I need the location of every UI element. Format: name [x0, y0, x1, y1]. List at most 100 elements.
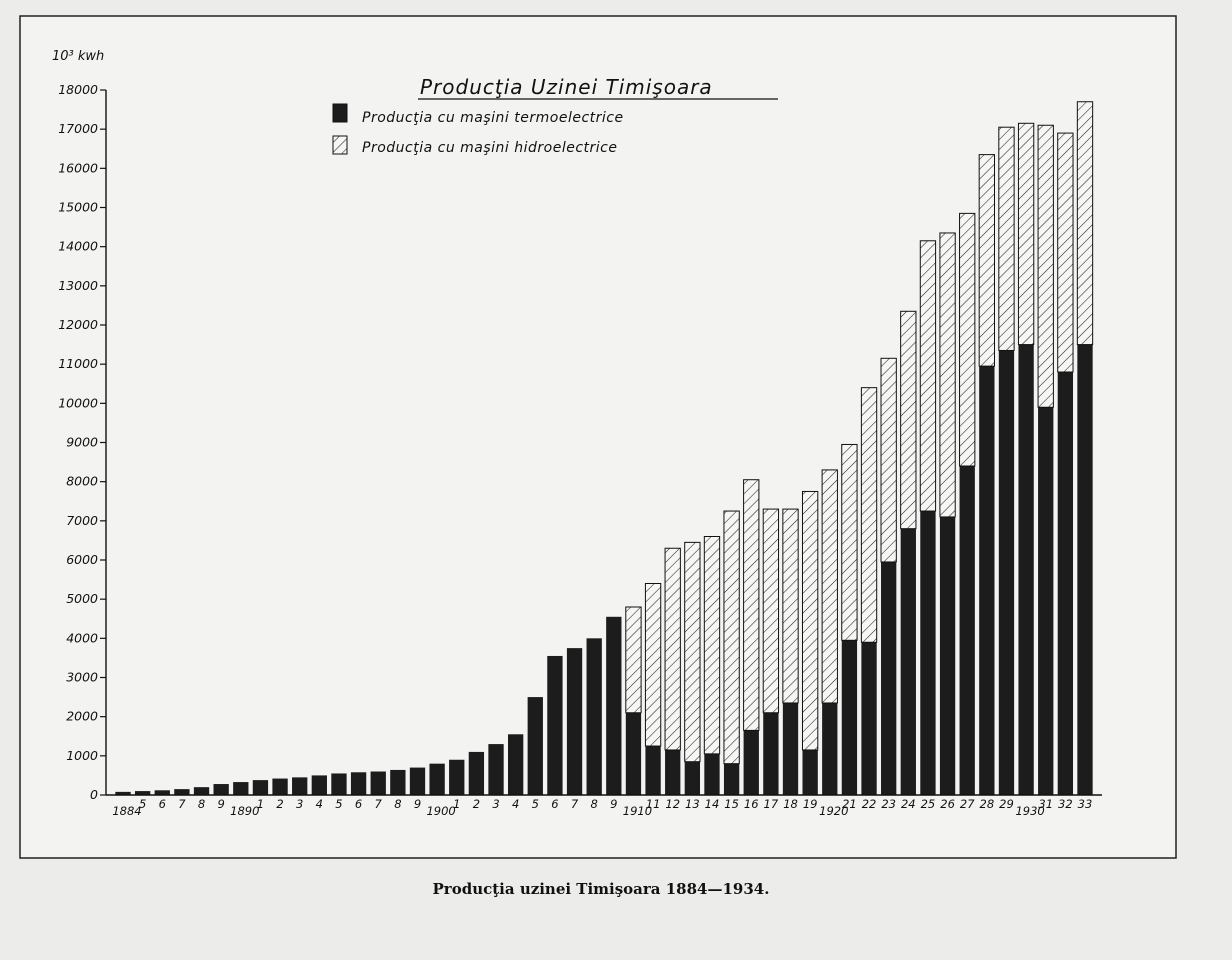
- x-tick-label: 7: [375, 797, 383, 811]
- y-tick-label: 4000: [66, 630, 98, 645]
- x-tick-label: 22: [862, 797, 877, 811]
- bar-hydro: [959, 212, 976, 467]
- bar-thermo: [665, 749, 681, 795]
- bar-thermo: [881, 561, 897, 795]
- x-tick-label: 1920: [819, 804, 848, 818]
- bar-thermo: [488, 744, 504, 795]
- bar-hydro: [801, 490, 819, 751]
- y-tick-label: 7000: [66, 513, 98, 528]
- bar-thermo: [370, 771, 386, 795]
- x-tick-label: 9: [217, 797, 224, 811]
- bar-thermo: [252, 780, 269, 795]
- y-tick-label: 6000: [66, 552, 98, 567]
- x-tick-label: 2: [276, 797, 283, 811]
- x-tick-label: 27: [960, 797, 975, 811]
- x-tick-label: 6: [551, 797, 558, 811]
- bar-hydro: [625, 606, 642, 714]
- bars: [115, 101, 1094, 795]
- x-tick-label: 1884: [112, 804, 141, 818]
- x-tick-label: 14: [705, 797, 720, 811]
- bar-thermo: [841, 640, 858, 795]
- bar-hydro: [644, 583, 662, 747]
- bar-thermo: [723, 763, 740, 795]
- bar-thermo: [272, 778, 288, 795]
- bar-thermo: [429, 763, 445, 795]
- bar-hydro: [821, 469, 838, 704]
- x-tick-label: 21: [842, 797, 857, 811]
- bar-thermo: [350, 772, 367, 795]
- bar-thermo: [763, 712, 779, 795]
- bar-thermo: [1077, 344, 1093, 795]
- bar-hydro: [684, 541, 701, 763]
- x-tick-label: 17: [764, 797, 779, 811]
- y-tick-label: 18000: [58, 82, 98, 97]
- bar-hydro: [978, 154, 995, 367]
- y-tick-label: 13000: [58, 278, 98, 293]
- legend-label-thermo: Producţia cu maşini termoelectrice: [362, 110, 624, 126]
- y-tick-label: 15000: [58, 200, 98, 215]
- bar-hydro: [703, 536, 721, 755]
- x-tick-label: 2: [473, 797, 480, 811]
- legend-swatch-hydro: [332, 135, 348, 155]
- y-tick-label: 11000: [58, 356, 98, 371]
- x-tick-label: 13: [685, 797, 700, 811]
- bar-thermo: [115, 791, 131, 795]
- bar-thermo: [292, 777, 308, 795]
- bar-hydro: [860, 387, 878, 643]
- bar-thermo: [998, 350, 1015, 795]
- legend: Producţia cu maşini termoelectrice Produ…: [332, 103, 624, 156]
- bar-thermo: [920, 511, 936, 795]
- bar-thermo: [449, 759, 465, 795]
- bar-hydro: [743, 479, 760, 731]
- bar-thermo: [684, 761, 701, 795]
- bar-thermo: [1038, 407, 1054, 795]
- x-tick-label: 31: [1038, 797, 1053, 811]
- bar-hydro: [762, 508, 780, 714]
- x-tick-label: 9: [414, 797, 421, 811]
- bar-hydro: [1076, 101, 1094, 346]
- legend-label-hydro: Producţia cu maşini hidroelectrice: [362, 140, 618, 156]
- bar-thermo: [1057, 372, 1074, 795]
- x-tick-label: 25: [921, 797, 936, 811]
- x-tick-label: 4: [512, 797, 519, 811]
- y-tick-label: 8000: [66, 474, 98, 489]
- x-tick-label: 15: [724, 797, 739, 811]
- x-tick-label: 6: [159, 797, 166, 811]
- bar-thermo: [566, 648, 583, 795]
- bar-thermo: [174, 789, 190, 795]
- x-tick-label: 8: [198, 797, 205, 811]
- x-tick-label: 19: [803, 797, 818, 811]
- y-unit-label: 10³ kwh: [52, 49, 104, 64]
- bar-thermo: [331, 773, 347, 795]
- bar-thermo: [606, 616, 622, 795]
- legend-swatch-thermo: [332, 103, 348, 123]
- bar-thermo: [782, 702, 799, 795]
- bar-hydro: [900, 310, 917, 530]
- bar-thermo: [311, 775, 327, 795]
- x-tick-label: 3: [296, 797, 303, 811]
- bar-hydro: [664, 547, 681, 751]
- bar-thermo: [625, 712, 642, 795]
- bar-hydro: [880, 357, 897, 563]
- y-tick-label: 2000: [66, 709, 98, 724]
- x-tick-label: 8: [591, 797, 598, 811]
- bar-thermo: [1018, 344, 1034, 795]
- x-tick-label: 18: [783, 797, 798, 811]
- x-tick-label: 7: [178, 797, 186, 811]
- x-tick-label: 1930: [1015, 804, 1044, 818]
- x-tick-label: 1890: [230, 804, 259, 818]
- x-tick-label: 26: [940, 797, 955, 811]
- bar-thermo: [507, 734, 524, 795]
- bar-thermo: [134, 791, 151, 795]
- x-tick-label: 8: [394, 797, 401, 811]
- x-tick-label: 1: [453, 797, 460, 811]
- bar-thermo: [939, 516, 956, 795]
- x-tick-label: 4: [316, 797, 323, 811]
- bar-hydro: [919, 240, 937, 512]
- bar-thermo: [547, 655, 563, 795]
- x-tick-label: 1900: [426, 804, 455, 818]
- bar-thermo: [861, 642, 877, 795]
- bar-thermo: [900, 528, 916, 795]
- x-tick-label: 3: [492, 797, 499, 811]
- x-tick-label: 11: [646, 797, 661, 811]
